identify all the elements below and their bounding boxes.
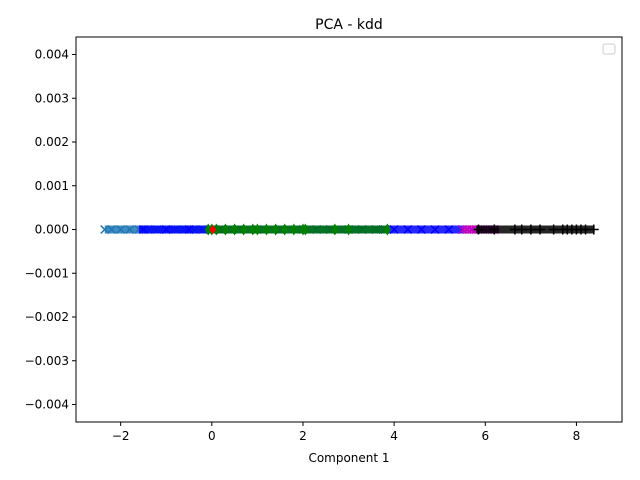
y-tick-label: −0.003 — [25, 354, 69, 368]
x-marker-point — [107, 224, 117, 235]
plus-marker-point — [473, 224, 484, 235]
x-marker-point — [116, 224, 126, 235]
diamond-marker-point — [331, 223, 339, 236]
x-marker-point — [389, 224, 399, 235]
plus-marker-point — [489, 224, 500, 235]
x-marker-point — [125, 224, 135, 235]
y-tick-label: −0.002 — [25, 310, 69, 324]
y-tick-label: 0.000 — [35, 223, 69, 237]
x-marker-point — [100, 224, 110, 235]
marks-layer — [100, 223, 599, 236]
diamond-marker-point — [281, 223, 289, 236]
x-tick-label: 2 — [299, 429, 307, 443]
x-marker-point — [138, 224, 148, 235]
series-band-2 — [207, 225, 390, 234]
diamond-marker-point — [221, 223, 229, 236]
y-tick-label: 0.004 — [35, 48, 69, 62]
y-tick-label: 0.003 — [35, 91, 69, 105]
y-tick-label: −0.001 — [25, 266, 69, 280]
y-tick-label: 0.002 — [35, 135, 69, 149]
diamond-marker-point — [249, 223, 257, 236]
x-tick-label: 0 — [208, 429, 216, 443]
plus-marker-point — [525, 224, 536, 235]
x-marker-point — [403, 224, 413, 235]
y-tick-label: −0.004 — [25, 398, 69, 412]
diamond-marker-point — [204, 223, 212, 236]
diamond-marker-point — [345, 223, 353, 236]
plot-frame — [75, 36, 623, 423]
diamond-marker-point — [231, 223, 239, 236]
plus-marker-point — [516, 224, 527, 235]
diamond-marker-point — [240, 223, 248, 236]
x-marker-point — [430, 224, 440, 235]
plus-marker-point — [588, 224, 599, 235]
plus-marker-point — [548, 224, 559, 235]
x-marker-point — [161, 224, 171, 235]
x-tick-label: 6 — [481, 429, 489, 443]
x-marker-point — [184, 224, 194, 235]
plus-marker-point — [534, 224, 545, 235]
chart-title: PCA - kdd — [315, 17, 383, 33]
x-marker-point — [444, 224, 454, 235]
x-axis-label: Component 1 — [308, 451, 389, 465]
diamond-marker-point — [383, 223, 391, 236]
diamond-marker-point — [253, 223, 261, 236]
axes-layer: −2 0 2 4 6 8 0.004 0.003 0.002 0.001 0.000 −0.001 −0… — [25, 48, 581, 444]
diamond-marker-point — [263, 223, 271, 236]
diamond-marker-point — [290, 223, 298, 236]
x-tick-label: 8 — [573, 429, 581, 443]
legend-box — [602, 43, 616, 55]
y-tick-label: 0.001 — [35, 179, 69, 193]
x-marker-point — [416, 224, 426, 235]
diamond-marker-point — [212, 223, 220, 236]
x-tick-label: 4 — [390, 429, 398, 443]
diamond-marker-point — [272, 223, 280, 236]
circle-marker-point — [209, 226, 216, 233]
diamond-marker-point — [301, 223, 309, 236]
x-tick-label: −2 — [112, 429, 130, 443]
